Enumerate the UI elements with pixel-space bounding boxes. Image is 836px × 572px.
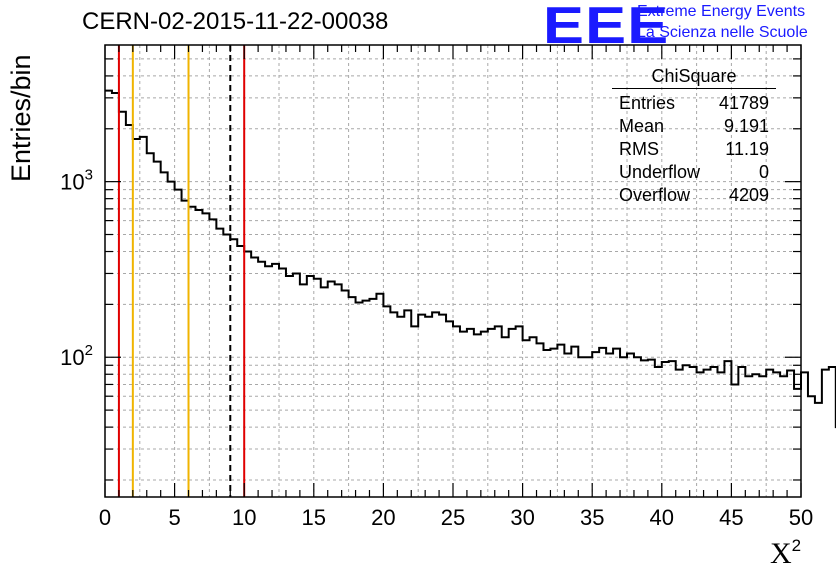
chart-title: CERN-02-2015-11-22-00038 [82,8,389,35]
stat-label: Underflow [619,162,701,182]
stat-label: Overflow [619,185,691,205]
y-tick-label: 103 [60,167,93,195]
stat-value: 0 [758,162,769,182]
stat-label: Entries [619,93,676,113]
x-tick-label: 50 [789,505,813,530]
x-tick-label: 20 [371,505,395,530]
stat-value: 4209 [728,185,769,205]
stat-value: 41789 [718,93,769,113]
y-axis-label: Entries/bin [6,54,36,182]
logo-subtitle-line2: La Scienza nelle Scuole [637,24,808,41]
logo-subtitle-line1: Extreme Energy Events [637,3,806,20]
stat-label: RMS [619,139,659,159]
stat-row-rms: RMS 11.19 [612,138,776,161]
stat-row-underflow: Underflow 0 [612,161,776,184]
x-tick-label: 5 [168,505,180,530]
x-tick-label: 15 [302,505,326,530]
x-tick-label: 10 [232,505,256,530]
x-axis-label-superscript: 2 [791,536,802,555]
x-axis-label: X2 [770,536,801,571]
eee-logo: EEE [543,0,670,55]
x-tick-label: 0 [99,505,111,530]
x-tick-label: 30 [510,505,534,530]
y-tick-label: 102 [60,342,93,370]
stats-box-title: ChiSquare [612,66,776,89]
x-tick-label: 25 [441,505,465,530]
stat-row-mean: Mean 9.191 [612,115,776,138]
stat-row-overflow: Overflow 4209 [612,184,776,207]
stat-row-entries: Entries 41789 [612,92,776,115]
x-tick-label: 45 [719,505,743,530]
stat-value: 9.191 [723,116,769,136]
stat-value: 11.19 [725,139,769,159]
histogram-series [105,89,836,429]
stats-box: ChiSquare Entries 41789 Mean 9.191 RMS 1… [612,66,776,207]
x-axis-label-base: X [770,537,792,570]
stat-label: Mean [619,116,665,136]
x-tick-label: 35 [580,505,604,530]
x-tick-label: 40 [650,505,674,530]
